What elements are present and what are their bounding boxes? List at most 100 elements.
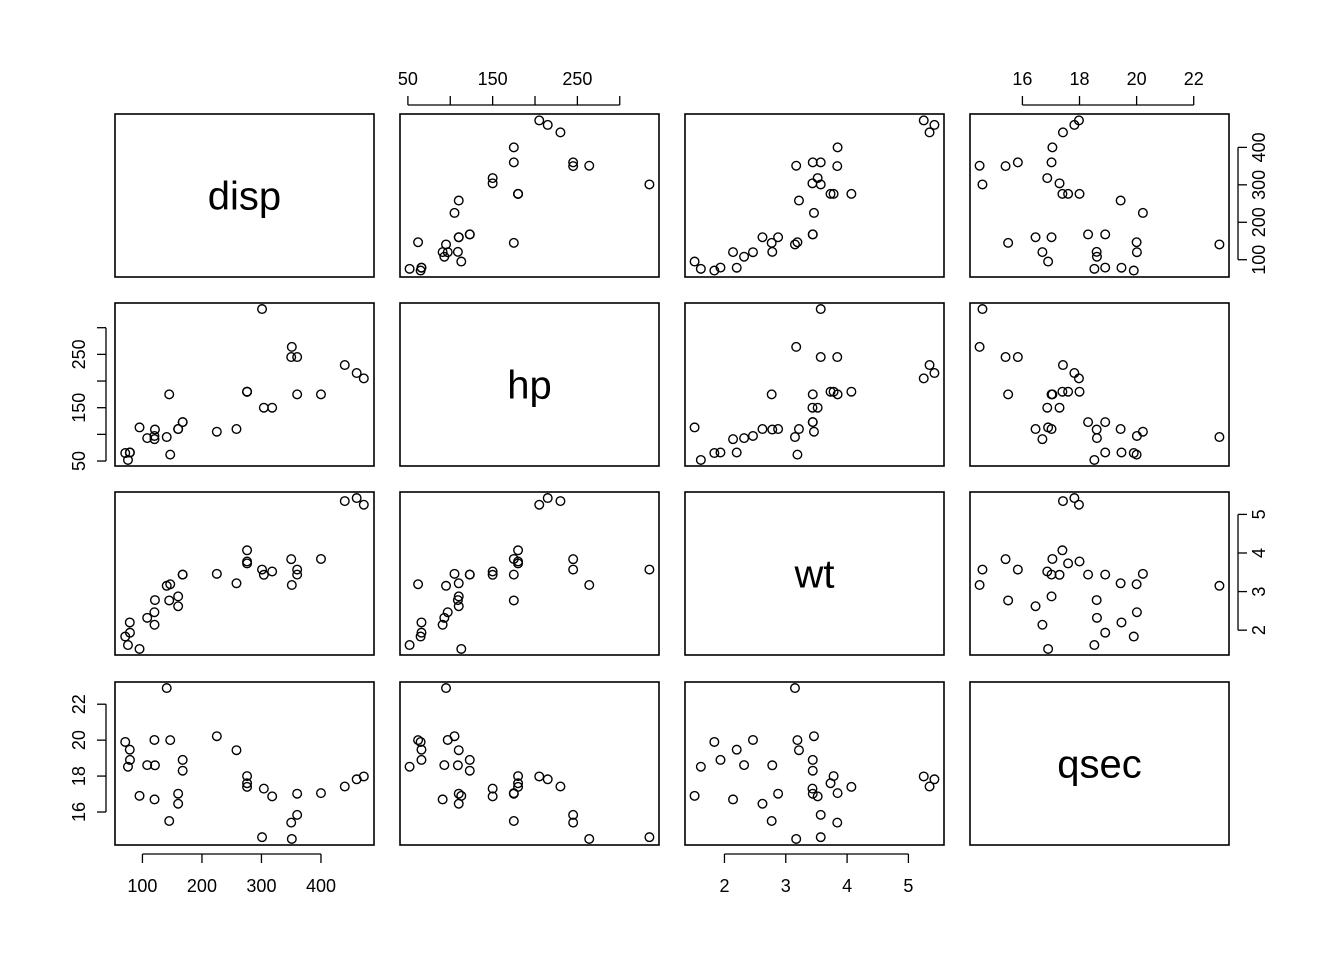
data-point xyxy=(974,160,985,171)
data-point xyxy=(513,188,524,199)
data-point xyxy=(452,595,463,606)
tick-label: 100 xyxy=(127,876,157,896)
data-point xyxy=(242,778,253,789)
data-point xyxy=(292,569,303,580)
data-point xyxy=(709,448,720,459)
panel-frame xyxy=(969,491,1230,656)
data-point xyxy=(142,433,153,444)
panel-hp-vs-wt xyxy=(684,302,945,467)
panel-frame xyxy=(114,681,375,846)
data-point xyxy=(766,389,777,400)
tick-label: 22 xyxy=(69,694,89,714)
data-point xyxy=(292,352,303,363)
tick-label: 18 xyxy=(1069,69,1089,89)
data-point xyxy=(257,304,268,315)
data-point xyxy=(1083,569,1094,580)
data-point xyxy=(487,173,498,184)
tick-label: 20 xyxy=(69,730,89,750)
data-point xyxy=(766,237,777,248)
data-point xyxy=(1116,262,1127,273)
data-point xyxy=(808,207,819,218)
data-point xyxy=(464,754,475,765)
data-point xyxy=(351,493,362,504)
data-point xyxy=(413,735,424,746)
data-point xyxy=(267,566,278,577)
data-point xyxy=(1131,430,1142,441)
data-point xyxy=(757,798,768,809)
x-axis-bottom-disp: 100 200 300 400 xyxy=(127,853,336,896)
data-point xyxy=(292,809,303,820)
data-point xyxy=(1131,247,1142,258)
tick-label: 5 xyxy=(903,876,913,896)
data-point xyxy=(644,832,655,843)
data-point xyxy=(292,788,303,799)
data-point xyxy=(286,352,297,363)
data-point xyxy=(534,499,545,510)
data-point xyxy=(134,643,145,654)
panel-frame xyxy=(114,302,375,467)
data-point xyxy=(977,304,988,315)
data-point xyxy=(1042,173,1053,184)
panel-qsec-vs-disp xyxy=(114,681,375,846)
data-point xyxy=(808,731,819,742)
data-point xyxy=(177,417,188,428)
data-point xyxy=(441,580,452,591)
panel-hp-vs-hp: hp xyxy=(399,302,660,467)
data-point xyxy=(807,229,818,240)
data-point xyxy=(815,352,826,363)
variable-label-wt: wt xyxy=(794,553,835,597)
data-point xyxy=(1091,246,1102,257)
data-point xyxy=(1063,188,1074,199)
data-point xyxy=(124,627,135,638)
data-point xyxy=(846,781,857,792)
data-point xyxy=(149,734,160,745)
data-point xyxy=(456,643,467,654)
data-point xyxy=(120,448,131,459)
data-point xyxy=(315,389,326,400)
data-point xyxy=(812,791,823,802)
data-point xyxy=(453,195,464,206)
data-point xyxy=(1074,556,1085,567)
tick-label: 18 xyxy=(69,766,89,786)
data-point xyxy=(1214,239,1225,250)
data-point xyxy=(286,554,297,565)
data-point xyxy=(1100,229,1111,240)
x-axis-top-hp: 50 150 250 xyxy=(398,69,621,106)
tick-label: 150 xyxy=(69,393,89,423)
tick-label: 250 xyxy=(562,69,592,89)
data-point xyxy=(441,683,452,694)
data-point xyxy=(267,402,278,413)
data-point xyxy=(1054,178,1065,189)
data-point xyxy=(231,745,242,756)
data-point xyxy=(542,119,553,130)
data-point xyxy=(825,188,836,199)
data-point xyxy=(773,788,784,799)
data-point xyxy=(508,816,519,827)
data-point xyxy=(165,735,176,746)
panel-frame xyxy=(399,302,660,467)
data-point xyxy=(242,386,253,397)
data-point xyxy=(731,744,742,755)
data-point xyxy=(793,745,804,756)
data-point xyxy=(315,553,326,564)
panel-frame xyxy=(399,491,660,656)
data-point xyxy=(1057,188,1068,199)
data-point xyxy=(568,161,579,172)
panel-frame xyxy=(399,113,660,278)
data-point xyxy=(464,569,475,580)
data-point xyxy=(1003,595,1014,606)
data-point xyxy=(416,627,427,638)
data-point xyxy=(1214,580,1225,591)
data-point xyxy=(149,607,160,618)
data-point xyxy=(929,368,940,379)
tick-label: 4 xyxy=(1249,548,1269,558)
data-point xyxy=(747,247,758,258)
data-point xyxy=(534,115,545,126)
data-point xyxy=(1128,265,1139,276)
data-point xyxy=(449,207,460,218)
data-point xyxy=(122,761,133,772)
data-point xyxy=(358,499,369,510)
data-point xyxy=(555,127,566,138)
panel-disp-vs-qsec xyxy=(969,113,1230,278)
data-point xyxy=(292,389,303,400)
